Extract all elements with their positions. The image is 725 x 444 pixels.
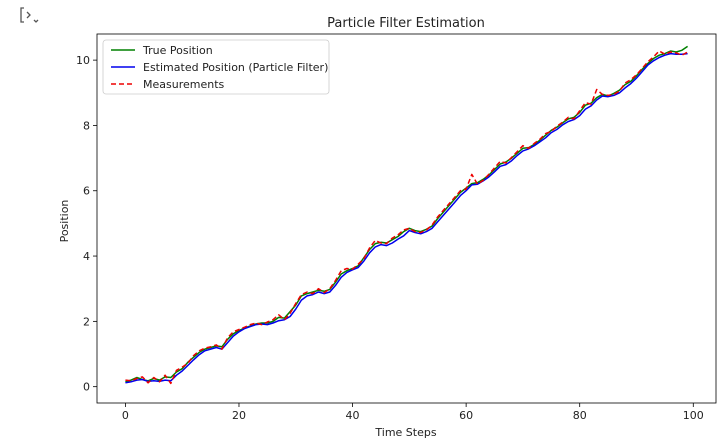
legend-box bbox=[102, 39, 330, 95]
y-axis-label: Position bbox=[58, 200, 71, 243]
legend-label: Measurements bbox=[143, 78, 225, 91]
chart-title: Particle Filter Estimation bbox=[327, 16, 485, 31]
series-line-1 bbox=[125, 45, 689, 383]
y-tick-label: 0 bbox=[83, 381, 90, 394]
x-tick-label: 60 bbox=[459, 409, 473, 422]
output-toggle-button[interactable] bbox=[18, 4, 40, 26]
x-tick-label: 0 bbox=[122, 409, 129, 422]
x-tick-label: 20 bbox=[232, 409, 246, 422]
x-tick-label: 100 bbox=[683, 409, 704, 422]
collapse-output-icon bbox=[20, 7, 39, 23]
series-line-3 bbox=[125, 50, 688, 385]
series-line-2 bbox=[125, 52, 688, 384]
y-tick-label: 6 bbox=[83, 185, 90, 198]
axes-frame bbox=[96, 33, 717, 404]
x-axis-label: Time Steps bbox=[374, 426, 436, 439]
y-tick-label: 4 bbox=[83, 250, 90, 263]
y-tick-label: 2 bbox=[83, 315, 90, 328]
x-tick-label: 40 bbox=[346, 409, 360, 422]
legend-label: True Position bbox=[142, 44, 213, 57]
x-tick-label: 80 bbox=[573, 409, 587, 422]
y-tick-label: 8 bbox=[83, 119, 90, 132]
plot-area: 0 20 40 60 80 100 0 2 4 6 8 10 True Position Estimate… bbox=[76, 33, 717, 422]
legend-label: Estimated Position (Particle Filter) bbox=[143, 61, 328, 74]
y-tick-label: 10 bbox=[76, 54, 90, 67]
